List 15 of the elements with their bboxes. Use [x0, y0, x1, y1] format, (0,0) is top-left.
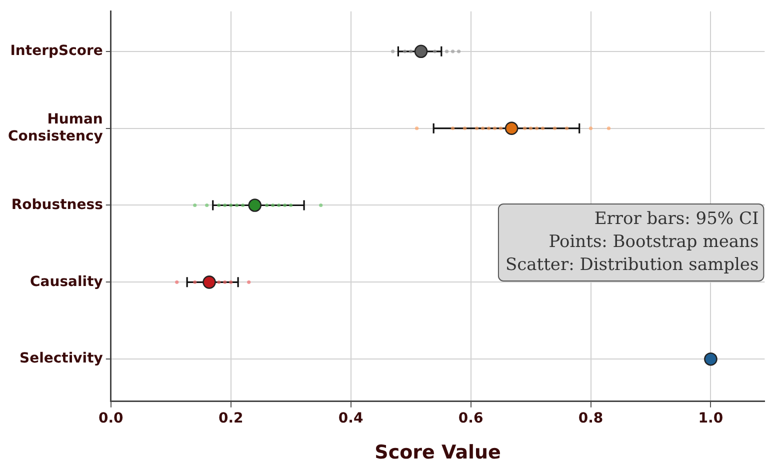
x-tick-label: 0.4	[338, 410, 364, 426]
x-axis-title: Score Value	[374, 442, 501, 464]
x-tick-label: 0.6	[458, 410, 484, 426]
annotation: Error bars: 95% CI	[594, 208, 759, 229]
x-tick-label: 0.8	[578, 410, 604, 426]
annotation: Points: Bootstrap means	[548, 232, 759, 252]
x-tick-label: 0.2	[218, 410, 244, 426]
x-tick-label: 1.0	[698, 410, 724, 426]
x-tick-label: 0.0	[98, 410, 124, 426]
y-tick-label: Human Consistency	[8, 112, 103, 144]
annotation: Scatter: Distribution samples	[505, 254, 759, 275]
y-tick-label: Robustness	[11, 196, 103, 213]
y-tick-label: Selectivity	[19, 350, 103, 367]
y-tick-label: InterpScore	[10, 43, 103, 60]
y-tick-label: Causality	[30, 274, 103, 290]
